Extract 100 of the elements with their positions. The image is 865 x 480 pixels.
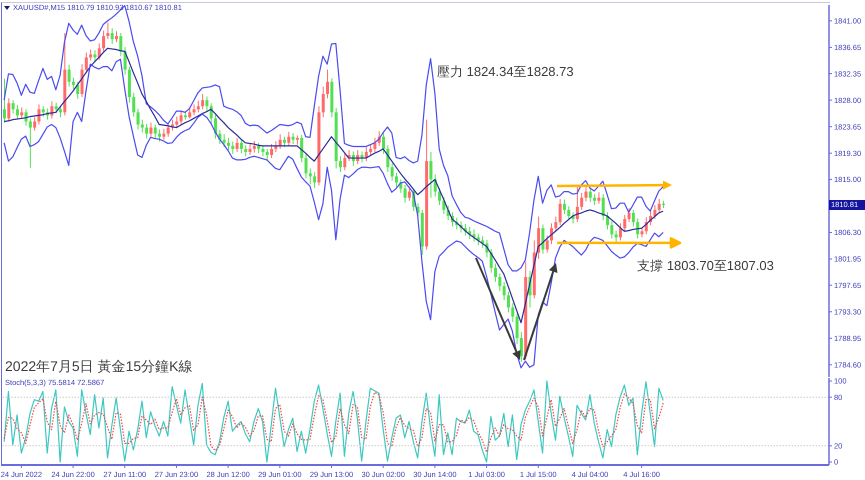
candlestick [102, 30, 106, 52]
candlestick [326, 69, 330, 99]
candlestick [205, 96, 208, 112]
candlestick [369, 144, 372, 156]
candlestick [106, 22, 110, 40]
candlestick [240, 139, 243, 154]
candlestick [68, 64, 71, 88]
candlestick [438, 187, 442, 206]
candlestick [132, 92, 136, 118]
candlestick [658, 198, 661, 214]
candlestick [270, 144, 274, 159]
candlestick [162, 128, 166, 140]
candlestick [588, 187, 592, 202]
candlestick [640, 226, 644, 238]
candlestick [196, 100, 200, 113]
candlestick [343, 152, 346, 171]
candlestick [567, 206, 570, 221]
line-series [4, 392, 664, 453]
candlestick [502, 281, 506, 301]
candlestick [158, 128, 162, 142]
candlestick [494, 263, 498, 282]
candlestick [166, 122, 170, 138]
candlestick [201, 94, 204, 110]
annotation: 2022年7月5日 黃金15分鐘K線 [5, 358, 193, 375]
candlestick [390, 163, 394, 182]
candlestick [28, 118, 32, 168]
legend-label: 支撐 1803.70至1807.03 [637, 258, 774, 273]
candlestick [628, 208, 631, 223]
candlestick [584, 186, 588, 202]
candlestick [632, 209, 635, 227]
candlestick [610, 220, 614, 240]
candlestick [7, 98, 10, 122]
candlestick [304, 154, 308, 179]
candlestick [42, 106, 45, 118]
candlestick [50, 100, 54, 119]
candlestick [244, 144, 248, 157]
candlestick [236, 137, 239, 152]
candlestick [618, 222, 622, 241]
candlestick [257, 142, 260, 154]
line-series [4, 380, 664, 463]
candlestick [429, 151, 432, 198]
candlestick [614, 230, 618, 242]
candlestick [373, 137, 376, 152]
candlestick [226, 137, 230, 151]
candlestick [136, 108, 140, 130]
candlestick [110, 28, 114, 45]
candlestick [580, 192, 584, 210]
candlestick [490, 248, 493, 274]
candlestick [292, 132, 295, 145]
candlestick [593, 194, 596, 206]
candlestick [180, 110, 183, 126]
candlestick [636, 218, 640, 240]
candlestick [602, 194, 605, 221]
candlestick [300, 134, 304, 163]
candlestick [278, 134, 282, 150]
candlestick [562, 199, 566, 215]
candlestick [93, 50, 96, 63]
candlestick [506, 291, 510, 313]
candlestick [338, 156, 342, 173]
candlestick [33, 116, 36, 132]
candlestick [114, 30, 118, 43]
candlestick [54, 102, 58, 114]
candlestick [516, 313, 519, 345]
candlestick [119, 32, 122, 57]
candlestick [210, 102, 213, 124]
candlestick [149, 122, 152, 138]
candlestick [597, 192, 600, 204]
candlestick [287, 131, 290, 146]
candlestick [394, 172, 398, 188]
candlestick [84, 52, 88, 74]
candlestick [554, 216, 558, 232]
annotation: 壓力 1824.34至1828.73 [437, 64, 574, 80]
candlestick [541, 224, 544, 254]
candlestick [231, 141, 234, 154]
candlestick [154, 124, 157, 138]
candlestick [520, 331, 523, 362]
candlestick [12, 100, 15, 114]
candlestick [308, 168, 312, 185]
candlestick [3, 78, 6, 124]
candlestick [89, 49, 92, 61]
candlestick [550, 222, 554, 245]
candlestick [222, 134, 226, 148]
candlestick [558, 198, 562, 226]
candlestick [408, 186, 411, 202]
candlestick [313, 172, 316, 188]
candlestick [58, 106, 62, 118]
candlestick [623, 214, 626, 232]
candlestick [404, 184, 407, 204]
candlestick [248, 144, 252, 156]
candlestick [140, 119, 144, 133]
candlestick [382, 132, 386, 154]
candlestick [20, 106, 24, 119]
candlestick [261, 145, 264, 157]
candlestick [511, 302, 514, 323]
candlestick [282, 136, 286, 148]
candlestick [16, 104, 19, 120]
candlestick [145, 123, 148, 140]
candlestick [498, 272, 502, 292]
candlestick [192, 104, 196, 116]
candlestick [322, 86, 325, 118]
